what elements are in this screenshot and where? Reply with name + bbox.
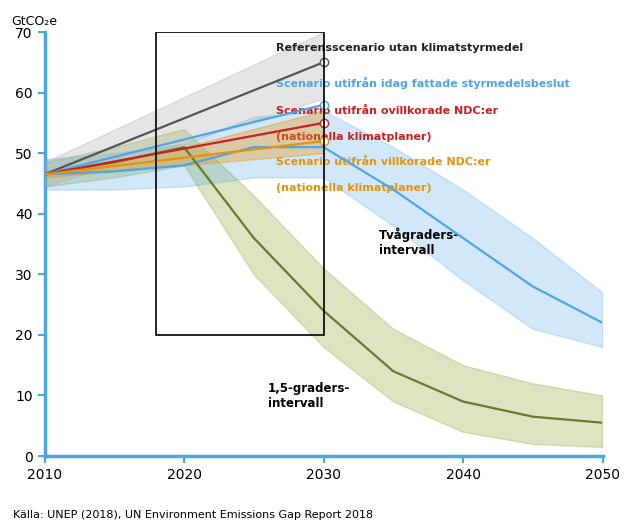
Text: Källa: UNEP (2018), UN Environment Emissions Gap Report 2018: Källa: UNEP (2018), UN Environment Emiss… [13, 510, 373, 520]
Text: 1,5-graders-
intervall: 1,5-graders- intervall [268, 382, 350, 410]
Text: Tvågraders-
intervall: Tvågraders- intervall [379, 227, 460, 257]
Text: Scenario utifrån idag fattade styrmedelsbeslut: Scenario utifrån idag fattade styrmedels… [276, 76, 570, 88]
Bar [156, 32, 323, 335]
Text: GtCO₂e: GtCO₂e [11, 15, 57, 28]
Text: Scenario utifrån ovillkorade NDC:er: Scenario utifrån ovillkorade NDC:er [276, 106, 498, 116]
Text: (nationella klimatplaner): (nationella klimatplaner) [276, 132, 432, 142]
Text: Scenario utifrån villkorade NDC:er: Scenario utifrån villkorade NDC:er [276, 157, 491, 167]
Text: (nationella klimatplaner): (nationella klimatplaner) [276, 183, 432, 192]
Text: Referensscenario utan klimatstyrmedel: Referensscenario utan klimatstyrmedel [276, 43, 523, 53]
